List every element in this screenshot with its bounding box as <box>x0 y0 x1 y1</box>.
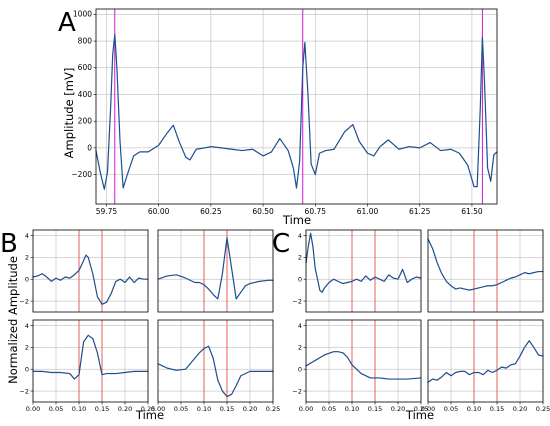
chart-a-xtick-label: 61.25 <box>409 207 431 216</box>
chart-c-subplot-1-ytick-label: 2 <box>298 254 302 262</box>
chart-b-subplot-4-xtick-label: 0.20 <box>243 405 257 413</box>
chart-b-subplot-3-xtick-label: 0.10 <box>72 405 86 413</box>
chart-c-subplot-3-xtick-label: 0.20 <box>391 405 405 413</box>
chart-c-subplot-2-frame <box>427 229 544 313</box>
chart-b-subplot-3-ytick-label: 2 <box>25 344 29 352</box>
chart-c-xlabel: Time <box>405 408 434 422</box>
chart-c-subplot-3-ytick-label: 4 <box>298 322 302 330</box>
chart-b-subplot-1-trace <box>32 254 149 305</box>
chart-c-subplot-2 <box>427 229 544 313</box>
chart-a-ylabel: Amplitude [mV] <box>62 68 76 159</box>
chart-c-subplot-3-ytick-label: −2 <box>292 387 302 395</box>
chart-c-subplot-3-frame <box>305 319 422 403</box>
chart-c-subplot-3-xtick-label: 0.05 <box>322 405 336 413</box>
chart-a-frame <box>95 8 498 205</box>
chart-c-subplot-3-trace <box>305 351 422 380</box>
chart-b-subplot-4-xtick-label: 0.05 <box>174 405 188 413</box>
chart-b-ylabel: Normalized Amplitude <box>6 256 20 384</box>
chart-a-ytick-label: 200 <box>78 117 93 126</box>
chart-c-subplot-3: 0.00 0.05 0.10 0.15 0.20 0.25 −2 0 2 4 <box>292 319 428 413</box>
chart-c-subplot-1-frame <box>305 229 422 313</box>
chart-a: 59.75 60.00 60.25 60.50 60.75 61.00 61.25 61.50… <box>71 8 498 216</box>
chart-b-subplot-1-frame <box>32 229 149 313</box>
panel-label-b: B <box>0 229 18 259</box>
panel-label-c: C <box>272 229 290 259</box>
chart-b-subplot-3-xtick-label: 0.05 <box>49 405 63 413</box>
chart-b-subplot-4-xtick-label: 0.00 <box>151 405 165 413</box>
chart-b-subplot-3-xtick-label: 0.00 <box>26 405 40 413</box>
chart-b-subplot-2 <box>157 229 274 313</box>
chart-c-subplot-4-xtick-label: 0.05 <box>444 405 458 413</box>
chart-b-subplot-1: −2 0 2 4 <box>19 229 149 313</box>
chart-c-subplot-3-ytick-label: 2 <box>298 344 302 352</box>
chart-c-subplot-3-ytick-label: 0 <box>298 366 302 374</box>
chart-c-subplot-4-xtick-label: 0.25 <box>536 405 550 413</box>
chart-c-subplot-4-xtick-label: 0.15 <box>490 405 504 413</box>
chart-a-xtick-label: 60.50 <box>252 207 274 216</box>
chart-a-xtick-label: 60.75 <box>305 207 327 216</box>
chart-b-subplot-3-xtick-label: 0.15 <box>95 405 109 413</box>
chart-a-xtick-label: 60.25 <box>200 207 222 216</box>
chart-a-trace <box>95 33 498 190</box>
chart-a-xtick-label: 61.00 <box>357 207 379 216</box>
chart-c-subplot-3-xtick-label: 0.25 <box>414 405 428 413</box>
chart-b-subplot-3: 0.00 0.05 0.10 0.15 0.20 0.25 −2 0 2 4 <box>19 319 155 413</box>
chart-a-xlabel: Time <box>282 213 311 227</box>
chart-b-subplot-1-ytick-label: 2 <box>25 254 29 262</box>
chart-c-subplot-1-ytick-label: −2 <box>292 297 302 305</box>
chart-b-subplot-3-xtick-label: 0.25 <box>141 405 155 413</box>
chart-c-subplot-4-frame <box>427 319 544 403</box>
chart-c-subplot-1: −2 0 2 4 <box>292 229 422 313</box>
chart-c-subplot-3-xtick-label: 0.10 <box>345 405 359 413</box>
panel-label-a: A <box>58 8 76 38</box>
chart-a-ytick-label: 400 <box>78 90 93 99</box>
chart-b-subplot-4-trace <box>157 345 274 398</box>
chart-b-subplot-4-xtick-label: 0.25 <box>266 405 280 413</box>
chart-b-subplot-2-frame <box>157 229 274 313</box>
chart-a-ytick-label: 1000 <box>73 10 92 19</box>
chart-b-subplot-4: 0.00 0.05 0.10 0.15 0.20 0.25 <box>151 319 280 413</box>
chart-b-subplot-1-ytick-label: 4 <box>25 232 29 240</box>
chart-c-subplot-1-ytick-label: 4 <box>298 232 302 240</box>
chart-a-ytick-label: −200 <box>71 170 92 179</box>
chart-b-subplot-2-trace <box>157 237 274 300</box>
chart-c-subplot-4-xtick-label: 0.20 <box>513 405 527 413</box>
chart-b-subplot-3-frame <box>32 319 149 403</box>
chart-b-subplot-3-xtick-label: 0.20 <box>118 405 132 413</box>
chart-c-subplot-4-xtick-label: 0.10 <box>467 405 481 413</box>
chart-b-xlabel: Time <box>135 408 164 422</box>
chart-c-subplot-4-xtick-label: 0.00 <box>421 405 435 413</box>
chart-a-ytick-label: 600 <box>78 63 93 72</box>
chart-c-subplot-4: 0.00 0.05 0.10 0.15 0.20 0.25 <box>421 319 550 413</box>
chart-c-subplot-1-trace <box>305 232 422 293</box>
chart-a-ytick-label: 0 <box>87 143 92 152</box>
chart-b-subplot-3-trace <box>32 334 149 380</box>
chart-b-subplot-3-ytick-label: −2 <box>19 387 29 395</box>
chart-a-ytick-label: 800 <box>78 36 93 45</box>
chart-b-subplot-1-ytick-label: 0 <box>25 276 29 284</box>
chart-b-subplot-3-ytick-label: 4 <box>25 322 29 330</box>
chart-b-subplot-4-xtick-label: 0.15 <box>220 405 234 413</box>
chart-b-subplot-3-ytick-label: 0 <box>25 366 29 374</box>
chart-c-subplot-3-xtick-label: 0.00 <box>299 405 313 413</box>
chart-c-subplot-3-xtick-label: 0.15 <box>368 405 382 413</box>
chart-a-xtick-label: 59.75 <box>96 207 118 216</box>
chart-a-xtick-label: 61.50 <box>461 207 483 216</box>
chart-c-subplot-2-trace <box>427 238 544 291</box>
chart-c-subplot-4-trace <box>427 340 544 383</box>
chart-c-subplot-1-ytick-label: 0 <box>298 276 302 284</box>
chart-b-subplot-1-ytick-label: −2 <box>19 297 29 305</box>
chart-b-subplot-4-xtick-label: 0.10 <box>197 405 211 413</box>
chart-a-xtick-label: 60.00 <box>148 207 170 216</box>
chart-b-subplot-4-frame <box>157 319 274 403</box>
